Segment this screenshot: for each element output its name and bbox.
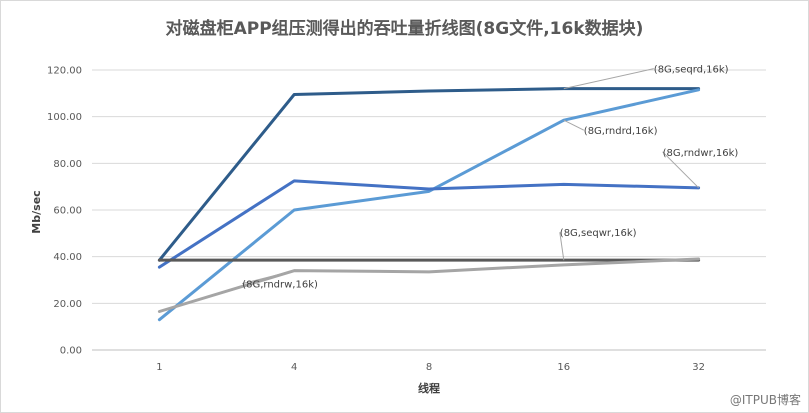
y-axis-ticks: 0.00 20.00 40.00 60.00 80.00 100.00 120.00 <box>47 66 82 357</box>
series-line <box>157 87 701 262</box>
callout-leader <box>559 232 565 261</box>
watermark: @ITPUB博客 <box>729 393 801 407</box>
y-tick-label: 20.00 <box>53 299 82 310</box>
y-tick-label: 0.00 <box>60 346 82 357</box>
chart-title: 对磁盘柜APP组压测得出的吞吐量折线图(8G文件,16k数据块) <box>165 19 644 39</box>
y-tick-label: 40.00 <box>53 252 82 263</box>
x-tick-label: 8 <box>426 362 432 373</box>
series-line <box>157 179 701 269</box>
x-tick-label: 1 <box>156 362 162 373</box>
series-line <box>157 88 701 322</box>
callout-leader <box>563 68 654 90</box>
series-lines <box>157 87 701 322</box>
callout-leader <box>662 151 699 189</box>
x-tick-label: 16 <box>557 362 570 373</box>
x-axis-ticks: 1 4 8 16 32 <box>156 362 705 373</box>
x-tick-label: 4 <box>291 362 297 373</box>
y-tick-label: 120.00 <box>47 66 82 77</box>
series-callout-label: (8G,rndrw,16k) <box>242 280 318 291</box>
series-line <box>157 257 701 313</box>
x-tick-label: 32 <box>692 362 705 373</box>
series-callouts: (8G,seqrd,16k) (8G,rndrd,16k) (8G,rndwr,16… <box>242 65 738 291</box>
y-tick-label: 60.00 <box>53 206 82 217</box>
callout-leader <box>242 270 295 285</box>
x-axis-title: 线程 <box>418 381 440 395</box>
series-callout-label: (8G,seqwr,16k) <box>560 228 637 239</box>
series-callout-label: (8G,rndrd,16k) <box>584 126 658 137</box>
series-callout-label: (8G,rndwr,16k) <box>663 148 739 159</box>
y-tick-label: 80.00 <box>53 159 82 170</box>
series-callout-label: (8G,seqrd,16k) <box>654 65 729 76</box>
y-tick-label: 100.00 <box>47 112 82 123</box>
gridlines <box>92 69 766 351</box>
y-axis-title: Mb/sec <box>30 190 43 233</box>
callout-leader <box>563 119 585 131</box>
